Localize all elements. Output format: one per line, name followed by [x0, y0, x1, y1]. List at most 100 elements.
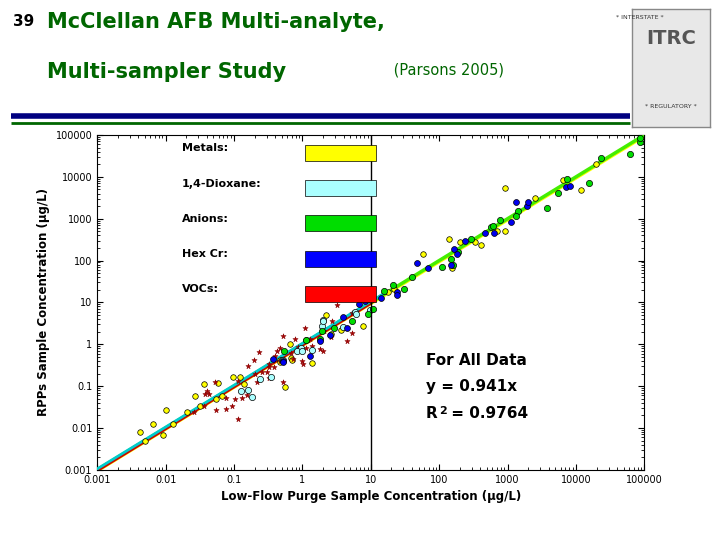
Point — [203, 390, 215, 399]
Point — [495, 215, 506, 224]
Point — [326, 317, 338, 326]
Point — [194, 401, 206, 410]
Bar — [305, 180, 377, 196]
Point — [362, 310, 374, 319]
Point — [318, 316, 329, 325]
Point — [251, 378, 263, 387]
Point — [236, 394, 248, 402]
Point — [287, 355, 298, 363]
Point — [575, 185, 586, 194]
Point — [363, 289, 374, 298]
Point — [181, 408, 193, 416]
Point — [276, 355, 288, 364]
Point — [359, 287, 371, 295]
Point — [229, 395, 240, 404]
Point — [279, 347, 290, 356]
Point — [417, 250, 428, 259]
Point — [201, 387, 212, 395]
Point — [274, 343, 286, 352]
Point — [459, 236, 470, 245]
Point — [210, 395, 221, 403]
Point — [302, 336, 313, 345]
Point — [296, 356, 307, 365]
Point — [314, 335, 325, 344]
Text: 1,4-Dioxane:: 1,4-Dioxane: — [182, 179, 261, 188]
Point — [590, 159, 602, 168]
Text: For All Data: For All Data — [426, 353, 526, 368]
Point — [297, 346, 308, 355]
Point — [392, 291, 403, 300]
Point — [241, 391, 253, 400]
Point — [346, 317, 358, 326]
Point — [286, 356, 297, 364]
Point — [263, 360, 274, 369]
Point — [485, 223, 497, 232]
Point — [552, 189, 564, 198]
Point — [307, 346, 318, 354]
Point — [331, 300, 343, 309]
Point — [469, 238, 481, 247]
Point — [139, 437, 150, 445]
Point — [261, 368, 273, 376]
Point — [443, 235, 454, 244]
Text: = 0.9764: = 0.9764 — [446, 406, 528, 421]
Point — [324, 330, 336, 339]
Point — [564, 181, 576, 190]
Point — [521, 202, 533, 211]
Point — [451, 250, 463, 259]
Point — [210, 406, 222, 415]
Point — [318, 315, 329, 324]
Point — [305, 334, 316, 343]
Point — [277, 332, 289, 340]
Point — [199, 389, 211, 398]
Point — [249, 370, 261, 379]
Point — [285, 349, 297, 357]
Text: McClellan AFB Multi-analyte,: McClellan AFB Multi-analyte, — [47, 12, 384, 32]
Point — [375, 294, 387, 303]
Point — [235, 387, 246, 395]
Point — [318, 327, 330, 335]
Text: 39: 39 — [13, 14, 35, 29]
Point — [487, 221, 499, 230]
Point — [337, 313, 348, 322]
Point — [488, 229, 500, 238]
Point — [147, 420, 158, 428]
Point — [595, 153, 607, 162]
Text: Multi-sampler Study: Multi-sampler Study — [47, 62, 286, 82]
Point — [335, 325, 346, 334]
Point — [465, 234, 477, 243]
Text: (Parsons 2005): (Parsons 2005) — [389, 62, 504, 77]
Point — [315, 337, 326, 346]
Bar — [305, 215, 377, 232]
Point — [382, 288, 394, 296]
Point — [266, 372, 277, 381]
Point — [198, 401, 210, 410]
Y-axis label: RPPs Sample Concentration (µg/L): RPPs Sample Concentration (µg/L) — [37, 188, 50, 416]
Point — [634, 134, 645, 143]
Point — [529, 194, 541, 202]
Point — [210, 378, 221, 387]
Text: VOCs:: VOCs: — [182, 284, 219, 294]
Point — [446, 254, 457, 263]
Point — [316, 327, 328, 335]
Text: ITRC: ITRC — [646, 29, 696, 48]
Point — [406, 273, 418, 281]
Point — [448, 245, 459, 254]
Point — [292, 344, 304, 353]
Point — [285, 353, 297, 362]
Point — [314, 345, 325, 353]
Point — [306, 342, 318, 351]
Point — [263, 374, 274, 383]
Point — [387, 281, 399, 289]
Point — [228, 372, 239, 381]
Point — [161, 406, 172, 415]
Point — [475, 240, 487, 249]
Point — [378, 287, 390, 295]
Point — [291, 347, 302, 355]
Point — [341, 336, 353, 345]
Bar — [305, 286, 377, 302]
Point — [365, 295, 377, 304]
Point — [359, 296, 371, 305]
Point — [634, 138, 646, 147]
Point — [269, 352, 281, 360]
